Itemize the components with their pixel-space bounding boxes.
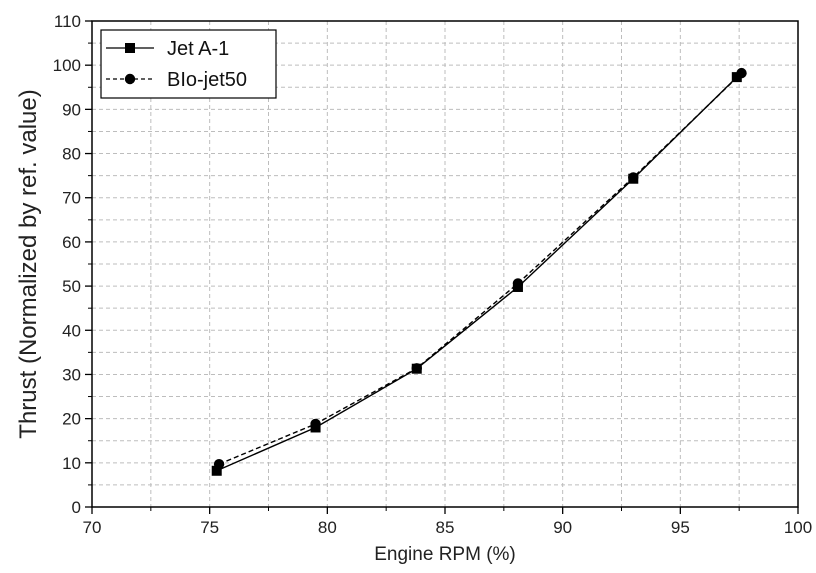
legend-marker-circle [124,73,136,85]
x-tick-label: 90 [553,518,572,537]
y-tick-label: 100 [53,56,81,75]
y-axis-tick-labels: 0 10 20 30 40 50 60 70 80 90 100 110 [53,12,81,517]
legend-label-jet-a1: Jet A-1 [167,38,229,60]
x-tick-label: 85 [436,518,455,537]
y-tick-label: 10 [62,454,81,473]
y-tick-label: 60 [62,233,81,252]
x-axis-tick-labels: 70 75 80 85 90 95 100 [83,518,813,537]
series-1-point [411,363,422,374]
axis-ticks [85,20,799,514]
series-0-point [211,465,222,476]
y-tick-label: 30 [62,365,81,384]
x-tick-label: 75 [200,518,219,537]
series-1-point [628,172,639,183]
series-1-point [310,418,321,430]
series-line-0 [216,76,738,472]
x-tick-label: 70 [83,518,102,537]
series-1-point [512,278,524,289]
y-tick-label: 0 [72,498,81,517]
legend-box [100,29,277,99]
y-tick-label: 50 [62,277,81,296]
x-tick-label: 100 [784,518,812,537]
y-tick-label: 40 [62,321,81,340]
legend-label-biojet50: BIo-jet50 [167,69,247,91]
y-tick-label: 90 [62,100,81,119]
y-tick-label: 20 [62,410,81,429]
x-tick-label: 95 [671,518,690,537]
y-tick-label: 70 [62,189,81,208]
series-1-point [213,458,225,470]
y-tick-label: 80 [62,145,81,164]
grid [92,21,798,507]
legend: Jet A-1 BIo-jet50 [100,29,277,99]
x-axis-title: Engine RPM (%) [374,544,516,565]
legend-marker-square [125,43,135,53]
series-layer [211,67,747,476]
y-axis-title: Thrust (Normalized by ref. value) [15,89,42,438]
x-tick-label: 80 [318,518,337,537]
series-1-point [736,67,747,79]
y-tick-label: 110 [54,12,81,31]
